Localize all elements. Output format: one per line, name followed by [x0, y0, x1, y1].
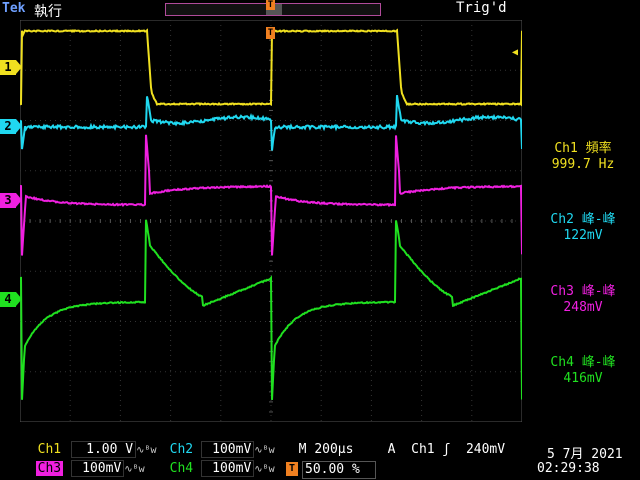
trigger-mode: A [388, 442, 396, 457]
measurement-ch1: Ch1 頻率 999.7 Hz [526, 141, 640, 173]
measurement-title: Ch1 頻率 [526, 141, 640, 157]
measurement-title: Ch2 峰-峰 [526, 212, 640, 228]
measurement-value: 416mV [526, 371, 640, 387]
waveform-graticule [20, 20, 522, 422]
timebase-label: M [299, 442, 307, 457]
measurement-ch4: Ch4 峰-峰 416mV [526, 355, 640, 387]
measurement-value: 248mV [526, 300, 640, 316]
trigger-state: Trig'd [456, 0, 507, 16]
ch3-scale-readout[interactable]: Ch3 100mV ∿ᴮw [20, 443, 145, 478]
bandwidth-limit-icon: ∿ᴮw [254, 464, 274, 475]
measurement-ch2: Ch2 峰-峰 122mV [526, 212, 640, 244]
measurement-ch3: Ch3 峰-峰 248mV [526, 284, 640, 316]
ch3-label: Ch3 [36, 461, 63, 476]
trigger-slope-icon: ʃ [442, 442, 450, 457]
measurement-title: Ch4 峰-峰 [526, 355, 640, 371]
date-readout: 5 7月 2021 [547, 443, 623, 462]
ch4-label: Ch4 [168, 461, 195, 476]
trigger-position-percent-icon: T [286, 462, 298, 476]
trigger-position-percent[interactable]: 50.00 % [302, 461, 376, 479]
measurement-value: 122mV [526, 228, 640, 244]
ch4-marker[interactable]: 4 [0, 292, 16, 307]
ch4-scale: 100mV [201, 460, 254, 477]
timebase-readout[interactable]: M 200µs [283, 424, 353, 458]
brand-logo: Tek [2, 1, 25, 16]
ch1-marker[interactable]: 1 [0, 60, 16, 75]
ch4-scale-readout[interactable]: Ch4 100mV ∿ᴮw [152, 443, 275, 478]
ch3-scale: 100mV [71, 460, 124, 477]
trigger-source: Ch1 [411, 442, 434, 457]
bandwidth-limit-icon: ∿ᴮw [124, 464, 144, 475]
timebase-value: 200µs [314, 442, 353, 457]
ch2-marker[interactable]: 2 [0, 119, 16, 134]
ch3-marker[interactable]: 3 [0, 193, 16, 208]
time-readout: 02:29:38 [537, 461, 600, 476]
trigger-position-icon: T [266, 0, 275, 10]
trigger-level: 240mV [466, 442, 505, 457]
trigger-level-arrow-icon: ◀ [512, 47, 518, 58]
trigger-position-arrow-icon: T [266, 27, 275, 39]
measurement-title: Ch3 峰-峰 [526, 284, 640, 300]
trigger-readout[interactable]: A Ch1 ʃ 240mV [372, 424, 505, 458]
acquisition-status[interactable]: 執行 [34, 1, 62, 21]
measurement-value: 999.7 Hz [526, 157, 640, 173]
